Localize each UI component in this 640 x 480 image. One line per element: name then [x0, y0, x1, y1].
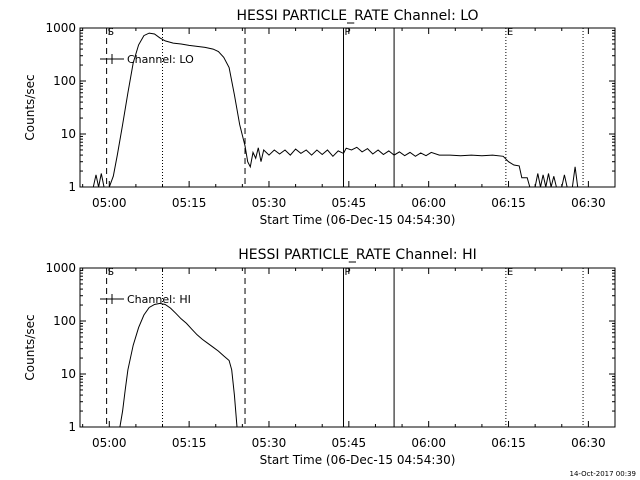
- lo-legend-label: Channel: LO: [127, 53, 194, 66]
- hi-series-line: [119, 302, 238, 428]
- lo-x-tick-label: 06:15: [491, 196, 526, 210]
- hi-y-tick-label: 100: [53, 314, 76, 328]
- lo-y-tick-label: 1000: [45, 21, 76, 35]
- lo-x-axis-label: Start Time (06-Dec-15 04:54:30): [260, 213, 456, 227]
- generation-timestamp: 14-Oct-2017 00:39: [570, 470, 636, 478]
- lo-y-tick-label: 10: [61, 127, 76, 141]
- lo-event-marker-label: P: [345, 27, 351, 38]
- lo-plot-frame: [79, 27, 616, 188]
- hi-x-axis-label: Start Time (06-Dec-15 04:54:30): [260, 453, 456, 467]
- lo-x-tick-label: 05:45: [332, 196, 367, 210]
- lo-x-tick-label: 06:00: [411, 196, 446, 210]
- hi-x-tick-label: 05:45: [332, 436, 367, 450]
- lo-channel-panel: HESSI PARTICLE_RATE Channel: LO 05:00 05:1…: [23, 8, 616, 227]
- hi-y-tick-label: 1000: [45, 261, 76, 275]
- hi-x-tick-label: 06:30: [571, 436, 606, 450]
- lo-x-tick-label: 05:00: [92, 196, 127, 210]
- lo-y-tick-label: 1: [68, 180, 76, 194]
- hi-legend-label: Channel: HI: [127, 293, 191, 306]
- lo-event-marker-label: S: [108, 27, 114, 38]
- hi-x-tick-label: 05:15: [172, 436, 207, 450]
- lo-series-line: [92, 32, 579, 188]
- hi-channel-panel: HESSI PARTICLE_RATE Channel: HI 05:00 05:1…: [23, 247, 616, 467]
- hi-y-tick-label: 10: [61, 367, 76, 381]
- hi-y-tick-label: 1: [68, 420, 76, 434]
- hi-event-marker-label: S: [108, 267, 114, 278]
- hi-x-tick-label: 05:00: [92, 436, 127, 450]
- hi-y-axis-label: Counts/sec: [23, 314, 37, 380]
- lo-x-tick-label: 05:15: [172, 196, 207, 210]
- hi-event-marker-label: E: [507, 267, 513, 278]
- hi-x-tick-label: 06:15: [491, 436, 526, 450]
- hi-chart-title: HESSI PARTICLE_RATE Channel: HI: [238, 247, 476, 263]
- hi-x-tick-label: 06:00: [411, 436, 446, 450]
- lo-chart-title: HESSI PARTICLE_RATE Channel: LO: [236, 8, 478, 24]
- lo-event-marker-label: E: [507, 27, 513, 38]
- hi-x-tick-label: 05:30: [252, 436, 287, 450]
- lo-x-tick-label: 05:30: [252, 196, 287, 210]
- lo-y-axis-label: Counts/sec: [23, 74, 37, 140]
- lo-x-tick-label: 06:30: [571, 196, 606, 210]
- hi-event-marker-label: P: [345, 267, 351, 278]
- hi-plot-frame: [79, 267, 616, 428]
- lo-y-tick-label: 100: [53, 74, 76, 88]
